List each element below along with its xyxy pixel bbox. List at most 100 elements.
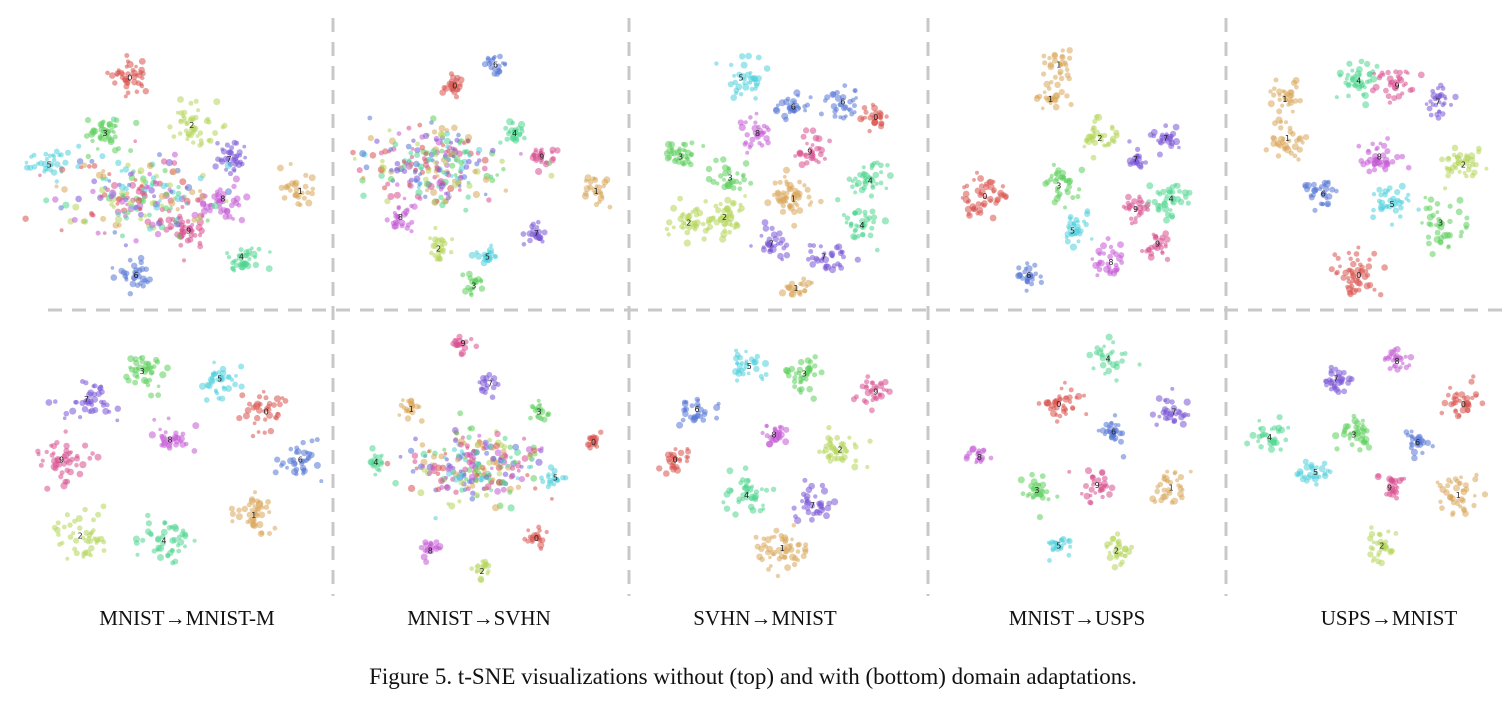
scatter-point xyxy=(815,135,823,143)
scatter-point xyxy=(114,216,123,224)
scatter-point xyxy=(1059,54,1065,59)
scatter-point xyxy=(1426,105,1433,112)
scatter-point xyxy=(1043,80,1051,88)
scatter-point xyxy=(171,537,178,543)
scatter-point xyxy=(563,475,569,481)
scatter-point xyxy=(742,367,746,372)
scatter-point xyxy=(1300,140,1305,145)
scatter-point xyxy=(842,104,849,111)
scatter-point xyxy=(127,200,135,207)
scatter-point xyxy=(192,422,200,430)
scatter-point xyxy=(1276,414,1283,421)
scatter-point xyxy=(213,371,219,377)
scatter-point xyxy=(58,474,64,480)
scatter-point xyxy=(544,529,549,535)
cluster-label: 1 xyxy=(791,195,796,204)
scatter-point xyxy=(82,442,89,449)
scatter-point xyxy=(1151,232,1156,237)
scatter-point xyxy=(871,383,879,391)
scatter-point xyxy=(1426,213,1434,221)
scatter-point xyxy=(818,369,825,376)
scatter-point xyxy=(1376,531,1382,537)
scatter-point xyxy=(802,183,807,188)
scatter-point xyxy=(445,191,451,197)
scatter-point xyxy=(138,66,145,74)
scatter-point xyxy=(809,502,815,509)
cluster-label: 9 xyxy=(539,153,544,162)
scatter-point xyxy=(1094,345,1100,351)
scatter-point xyxy=(451,124,458,132)
scatter-point xyxy=(846,176,853,182)
scatter-point xyxy=(1059,386,1064,391)
scatter-point xyxy=(110,274,118,281)
scatter-point xyxy=(798,161,806,169)
scatter-point xyxy=(466,486,471,492)
scatter-point xyxy=(592,441,598,447)
scatter-point xyxy=(299,464,307,472)
scatter-point xyxy=(127,291,133,297)
scatter-point xyxy=(438,182,446,190)
scatter-point xyxy=(842,83,848,88)
scatter-point xyxy=(1321,460,1328,467)
scatter-point xyxy=(1284,98,1289,102)
scatter-point xyxy=(1367,535,1374,542)
scatter-point xyxy=(217,374,224,381)
scatter-point xyxy=(783,166,790,174)
scatter-point xyxy=(1105,236,1111,242)
scatter-point xyxy=(196,108,201,113)
cluster-label: 3 xyxy=(1034,486,1039,495)
scatter-point xyxy=(854,223,859,228)
cluster-label: 9 xyxy=(186,226,191,235)
scatter-point xyxy=(133,238,139,244)
scatter-point xyxy=(772,534,777,539)
scatter-point xyxy=(551,467,558,474)
scatter-point xyxy=(729,62,734,68)
scatter-point xyxy=(71,216,78,223)
scatter-point xyxy=(766,440,774,448)
scatter-point xyxy=(177,131,183,136)
scatter-point xyxy=(205,218,210,223)
scatter-point xyxy=(371,461,378,468)
scatter-point xyxy=(31,164,38,170)
scatter-point xyxy=(188,100,194,106)
scatter-point xyxy=(452,475,460,483)
scatter-point xyxy=(234,374,238,378)
scatter-point xyxy=(1080,491,1084,496)
scatter-point xyxy=(288,162,293,166)
scatter-point xyxy=(75,164,81,170)
scatter-point xyxy=(1416,207,1421,212)
scatter-point xyxy=(1020,491,1026,497)
scatter-point xyxy=(732,73,736,78)
scatter-point xyxy=(1249,431,1257,439)
scatter-point xyxy=(773,527,780,534)
scatter-point xyxy=(1427,196,1435,203)
scatter-point xyxy=(804,284,809,289)
scatter-point xyxy=(1380,152,1387,159)
scatter-point xyxy=(88,538,94,544)
scatter-point xyxy=(1378,192,1384,198)
scatter-point xyxy=(73,537,80,544)
scatter-point xyxy=(142,88,149,95)
scatter-point xyxy=(1454,412,1462,420)
scatter-point xyxy=(1354,429,1361,436)
cluster-label: 0 xyxy=(534,534,539,543)
scatter-point xyxy=(1268,445,1275,453)
scatter-point xyxy=(1360,418,1365,423)
scatter-point xyxy=(1392,207,1399,214)
scatter-point xyxy=(1381,142,1388,149)
scatter-point xyxy=(1410,434,1415,439)
scatter-point xyxy=(684,229,691,236)
scatter-point xyxy=(805,365,812,372)
scatter-point xyxy=(816,160,821,165)
scatter-point xyxy=(738,181,742,185)
scatter-point xyxy=(1138,164,1144,170)
scatter-point xyxy=(175,207,180,212)
scatter-point xyxy=(163,430,168,435)
scatter-point xyxy=(197,142,203,148)
scatter-point xyxy=(438,453,445,460)
scatter-point xyxy=(1465,407,1471,414)
scatter-point xyxy=(1143,160,1148,165)
scatter-point xyxy=(1383,87,1389,94)
scatter-point xyxy=(199,382,207,390)
